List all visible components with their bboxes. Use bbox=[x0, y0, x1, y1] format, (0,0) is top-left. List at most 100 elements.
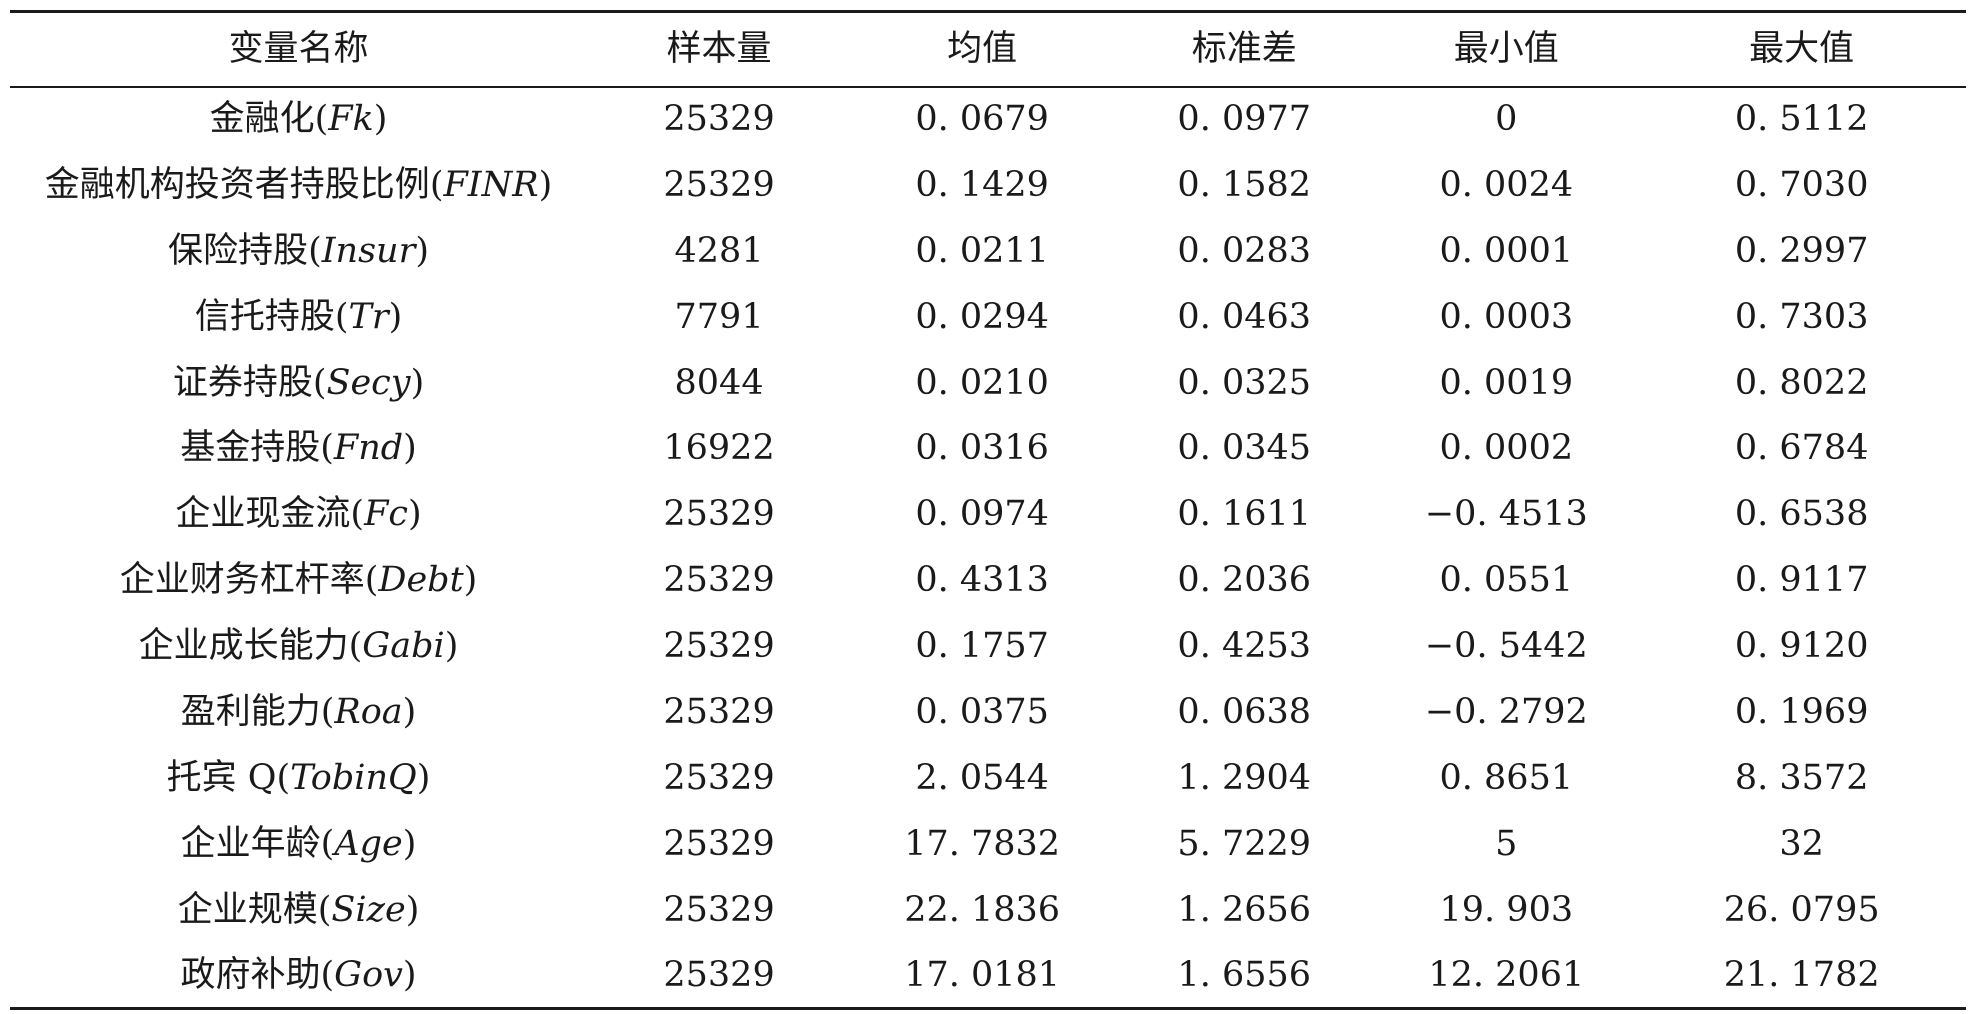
variable-name-text: 金融化 bbox=[209, 99, 315, 140]
table-row: 金融化(Fk) 25329 0. 0679 0. 0977 0 0. 5112 bbox=[10, 87, 1966, 153]
variable-abbreviation: Roa bbox=[334, 691, 403, 732]
cell-sample-size: 25329 bbox=[663, 626, 775, 667]
variable-name-text: 企业成长能力 bbox=[138, 626, 349, 667]
descriptive-statistics-table-container: 变量名称 样本量 均值 标准差 最小值 最大值 金融化(Fk) 25329 0. 0… bbox=[10, 10, 1966, 1010]
cell-max: 0. 7030 bbox=[1734, 164, 1869, 205]
variable-name-text: 企业年龄 bbox=[180, 823, 321, 864]
variable-abbreviation: Gabi bbox=[362, 626, 445, 667]
paren-close: ) bbox=[388, 296, 403, 337]
cell-variable-name: 企业规模(Size) bbox=[10, 877, 587, 943]
cell-variable-name: 金融机构投资者持股比例(FINR) bbox=[10, 152, 587, 218]
paren-close: ) bbox=[373, 99, 388, 140]
cell-max: 0. 5112 bbox=[1734, 99, 1869, 140]
paren-open: ( bbox=[314, 99, 329, 140]
paren-open: ( bbox=[348, 626, 363, 667]
variable-name-text: 证券持股 bbox=[172, 362, 313, 403]
paren-open: ( bbox=[320, 428, 334, 469]
paren-open: ( bbox=[276, 757, 291, 798]
cell-mean: 0. 0294 bbox=[915, 296, 1049, 337]
cell-variable-name: 政府补助(Gov) bbox=[10, 943, 587, 1009]
cell-std-dev: 1. 2656 bbox=[1177, 889, 1312, 930]
paren-close: ) bbox=[402, 691, 417, 732]
cell-variable-name: 证券持股(Secy) bbox=[10, 350, 587, 416]
cell-variable-name: 保险持股(Insur) bbox=[10, 218, 587, 284]
cell-std-dev: 0. 0977 bbox=[1177, 99, 1312, 140]
cell-mean: 2. 0544 bbox=[915, 757, 1049, 798]
cell-std-dev: 0. 0345 bbox=[1177, 428, 1312, 469]
variable-name-text: 政府补助 bbox=[180, 954, 321, 995]
paren-open: ( bbox=[320, 823, 335, 864]
paren-open: ( bbox=[429, 164, 444, 205]
cell-std-dev: 1. 6556 bbox=[1177, 954, 1312, 995]
cell-variable-name: 信托持股(Tr) bbox=[10, 284, 587, 350]
cell-sample-size: 25329 bbox=[663, 823, 775, 864]
cell-std-dev: 0. 0638 bbox=[1177, 691, 1312, 732]
variable-abbreviation: Secy bbox=[326, 362, 411, 403]
variable-abbreviation: Age bbox=[334, 823, 403, 864]
cell-std-dev: 0. 0463 bbox=[1177, 296, 1312, 337]
paren-close: ) bbox=[538, 164, 553, 205]
table-row: 保险持股(Insur) 4281 0. 0211 0. 0283 0. 0001 0. 2… bbox=[10, 218, 1966, 284]
cell-min: 0. 0003 bbox=[1439, 296, 1574, 337]
variable-name-text: 企业现金流 bbox=[175, 494, 351, 535]
cell-std-dev: 0. 0325 bbox=[1177, 362, 1312, 403]
table-row: 企业财务杠杆率(Debt) 25329 0. 4313 0. 2036 0. 0551 0… bbox=[10, 548, 1966, 614]
paren-open: ( bbox=[350, 494, 365, 535]
cell-sample-size: 8044 bbox=[674, 362, 764, 403]
cell-std-dev: 0. 0283 bbox=[1177, 230, 1312, 271]
table-row: 盈利能力(Roa) 25329 0. 0375 0. 0638 −0. 2792 0. 1… bbox=[10, 680, 1966, 746]
cell-sample-size: 16922 bbox=[663, 428, 775, 469]
variable-name-text: 金融机构投资者持股比例 bbox=[44, 164, 430, 205]
cell-std-dev: 1. 2904 bbox=[1177, 757, 1312, 798]
cell-std-dev: 0. 1582 bbox=[1177, 164, 1312, 205]
cell-std-dev: 0. 2036 bbox=[1177, 560, 1312, 601]
cell-variable-name: 企业成长能力(Gabi) bbox=[10, 614, 587, 680]
paren-close: ) bbox=[403, 428, 417, 469]
cell-variable-name: 金融化(Fk) bbox=[10, 87, 587, 153]
variable-name-text: 企业规模 bbox=[177, 889, 318, 930]
variable-abbreviation: Fnd bbox=[333, 428, 404, 469]
cell-min: 0. 0551 bbox=[1439, 560, 1574, 601]
variable-name-text: 保险持股 bbox=[168, 230, 309, 271]
cell-min: 0 bbox=[1495, 99, 1518, 140]
cell-mean: 0. 0316 bbox=[915, 428, 1049, 469]
table-row: 金融机构投资者持股比例(FINR) 25329 0. 1429 0. 1582 0. 0… bbox=[10, 152, 1966, 218]
cell-min: 5 bbox=[1495, 823, 1518, 864]
cell-min: 19. 903 bbox=[1439, 889, 1574, 930]
cell-mean: 0. 4313 bbox=[915, 560, 1049, 601]
table-header: 变量名称 样本量 均值 标准差 最小值 最大值 bbox=[10, 11, 1966, 87]
cell-sample-size: 25329 bbox=[663, 691, 775, 732]
paren-open: ( bbox=[317, 889, 332, 930]
descriptive-statistics-table: 变量名称 样本量 均值 标准差 最小值 最大值 金融化(Fk) 25329 0. 0… bbox=[10, 10, 1966, 1010]
paren-open: ( bbox=[320, 691, 335, 732]
cell-min: −0. 4513 bbox=[1424, 494, 1588, 535]
cell-std-dev: 5. 7229 bbox=[1177, 823, 1312, 864]
header-row: 变量名称 样本量 均值 标准差 最小值 最大值 bbox=[10, 12, 1966, 87]
cell-min: 12. 2061 bbox=[1428, 954, 1585, 995]
header-std-dev: 标准差 bbox=[1191, 28, 1297, 69]
paren-close: ) bbox=[410, 362, 425, 403]
variable-abbreviation: FINR bbox=[443, 164, 539, 205]
table-row: 基金持股(Fnd) 16922 0. 0316 0. 0345 0. 0002 0. 67… bbox=[10, 416, 1966, 482]
table-row: 信托持股(Tr) 7791 0. 0294 0. 0463 0. 0003 0. 7303 bbox=[10, 284, 1966, 350]
cell-mean: 0. 0210 bbox=[915, 362, 1049, 403]
variable-abbreviation: Size bbox=[331, 889, 406, 930]
variable-name-text: 盈利能力 bbox=[180, 691, 321, 732]
paren-close: ) bbox=[463, 560, 478, 601]
table-row: 企业年龄(Age) 25329 17. 7832 5. 7229 5 32 bbox=[10, 811, 1966, 877]
variable-name-text: 信托持股 bbox=[194, 296, 335, 337]
table-row: 政府补助(Gov) 25329 17. 0181 1. 6556 12. 2061 21.… bbox=[10, 943, 1966, 1009]
cell-max: 0. 7303 bbox=[1734, 296, 1869, 337]
header-max: 最大值 bbox=[1749, 28, 1855, 69]
cell-mean: 0. 0375 bbox=[915, 691, 1049, 732]
cell-sample-size: 25329 bbox=[663, 164, 775, 205]
variable-abbreviation: Gov bbox=[334, 954, 403, 995]
variable-abbreviation: Fk bbox=[328, 99, 374, 140]
cell-mean: 22. 1836 bbox=[904, 889, 1061, 930]
paren-close: ) bbox=[415, 230, 429, 271]
cell-mean: 0. 0679 bbox=[915, 99, 1049, 140]
cell-min: 0. 0001 bbox=[1439, 230, 1574, 271]
cell-variable-name: 托宾 Q(TobinQ) bbox=[10, 745, 587, 811]
variable-name-text: 托宾 Q bbox=[166, 757, 277, 798]
cell-variable-name: 盈利能力(Roa) bbox=[10, 680, 587, 746]
